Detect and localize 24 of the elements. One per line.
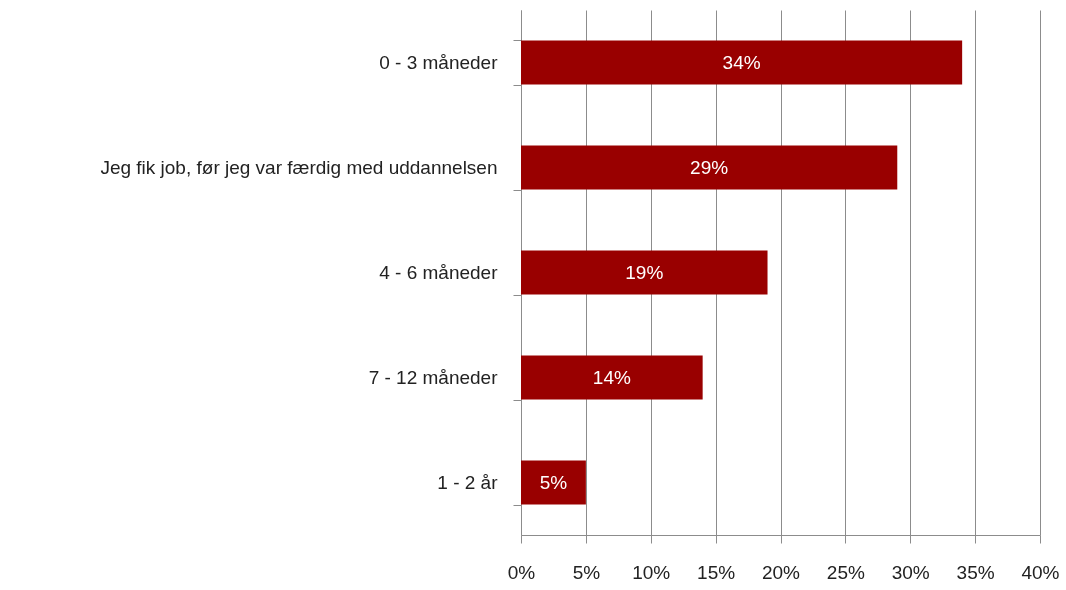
y-tick-label: 0 - 3 måneder xyxy=(379,52,499,73)
x-tick-label: 15% xyxy=(697,561,736,583)
data-label: 34% xyxy=(722,51,761,73)
x-tick-label: 0% xyxy=(507,561,536,583)
x-tick-label: 35% xyxy=(956,561,995,583)
x-tick-label: 40% xyxy=(1021,561,1060,583)
x-tick-label: 10% xyxy=(632,561,671,583)
bar xyxy=(521,40,963,85)
x-tick-label: 30% xyxy=(891,561,930,583)
bar xyxy=(521,145,898,190)
data-label: 29% xyxy=(690,156,729,178)
data-label: 19% xyxy=(625,261,664,283)
y-tick-label: 4 - 6 måneder xyxy=(379,262,499,283)
y-tick-label: 7 - 12 måneder xyxy=(368,367,499,388)
x-tick-label: 5% xyxy=(572,561,601,583)
x-tick-label: 20% xyxy=(761,561,801,583)
bar xyxy=(521,250,768,295)
bar xyxy=(521,460,586,505)
x-tick-label: 25% xyxy=(826,561,865,583)
data-label: 5% xyxy=(539,471,568,493)
y-tick-label: Jeg fik job, før jeg var færdig med uddannelsen xyxy=(100,157,498,178)
bar xyxy=(521,355,703,400)
y-tick-label: 1 - 2 år xyxy=(437,472,499,493)
data-label: 14% xyxy=(592,366,631,388)
